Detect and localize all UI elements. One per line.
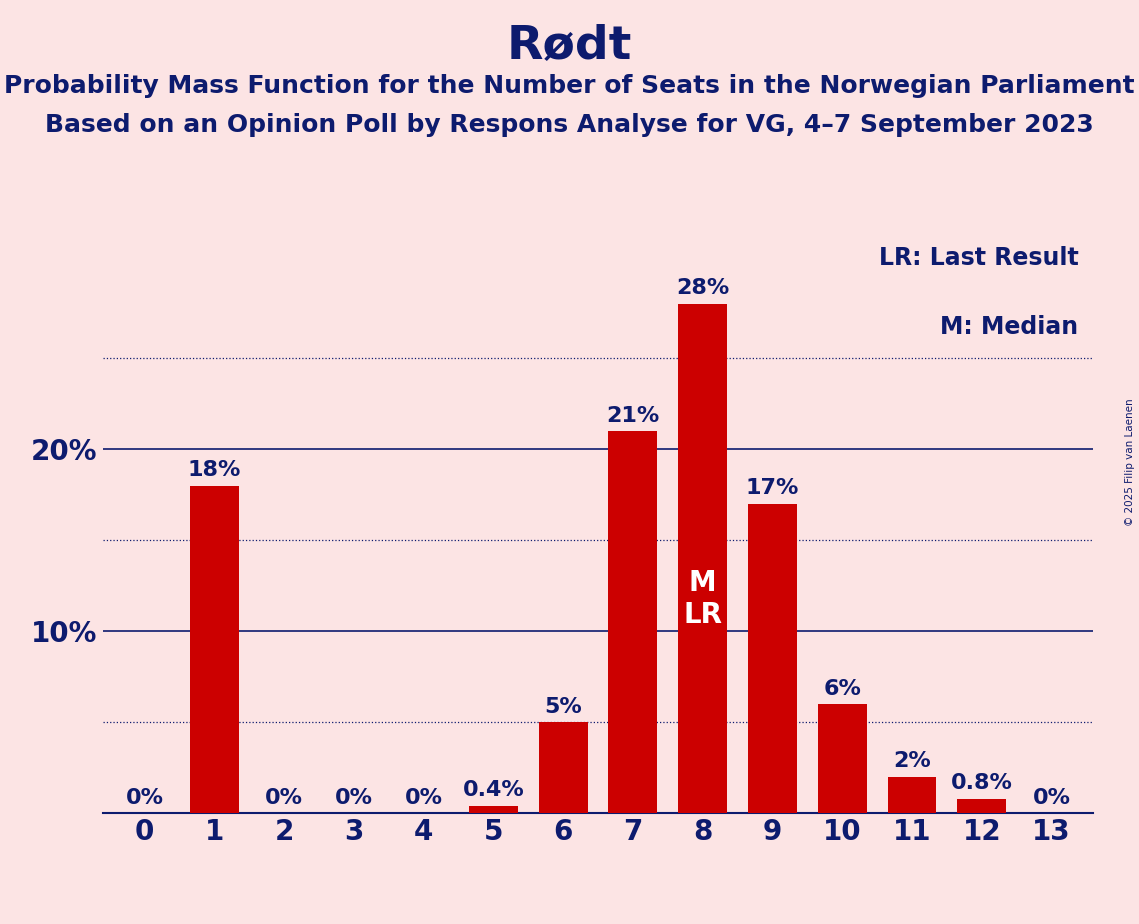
Text: 0.8%: 0.8% <box>951 773 1013 793</box>
Text: 2%: 2% <box>893 751 931 772</box>
Text: Probability Mass Function for the Number of Seats in the Norwegian Parliament: Probability Mass Function for the Number… <box>5 74 1134 98</box>
Bar <box>469 806 518 813</box>
Text: 0%: 0% <box>125 787 163 808</box>
Text: Rødt: Rødt <box>507 23 632 68</box>
Text: 0.4%: 0.4% <box>462 781 524 800</box>
Bar <box>608 432 657 813</box>
Bar <box>818 704 867 813</box>
Text: M: Median: M: Median <box>941 315 1079 339</box>
Text: 17%: 17% <box>746 479 800 498</box>
Text: 0%: 0% <box>1033 787 1071 808</box>
Text: 28%: 28% <box>677 278 729 298</box>
Text: Based on an Opinion Poll by Respons Analyse for VG, 4–7 September 2023: Based on an Opinion Poll by Respons Anal… <box>46 113 1093 137</box>
Text: 0%: 0% <box>265 787 303 808</box>
Bar <box>539 723 588 813</box>
Text: LR: Last Result: LR: Last Result <box>879 246 1079 270</box>
Text: 6%: 6% <box>823 678 861 699</box>
Text: 18%: 18% <box>188 460 240 480</box>
Text: 5%: 5% <box>544 697 582 717</box>
Text: 21%: 21% <box>606 406 659 426</box>
Bar <box>887 777 936 813</box>
Bar <box>748 504 797 813</box>
Text: 0%: 0% <box>404 787 443 808</box>
Bar <box>678 304 727 813</box>
Text: 0%: 0% <box>335 787 372 808</box>
Text: © 2025 Filip van Laenen: © 2025 Filip van Laenen <box>1125 398 1134 526</box>
Text: M
LR: M LR <box>683 569 722 629</box>
Bar <box>190 486 238 813</box>
Bar <box>958 798 1006 813</box>
